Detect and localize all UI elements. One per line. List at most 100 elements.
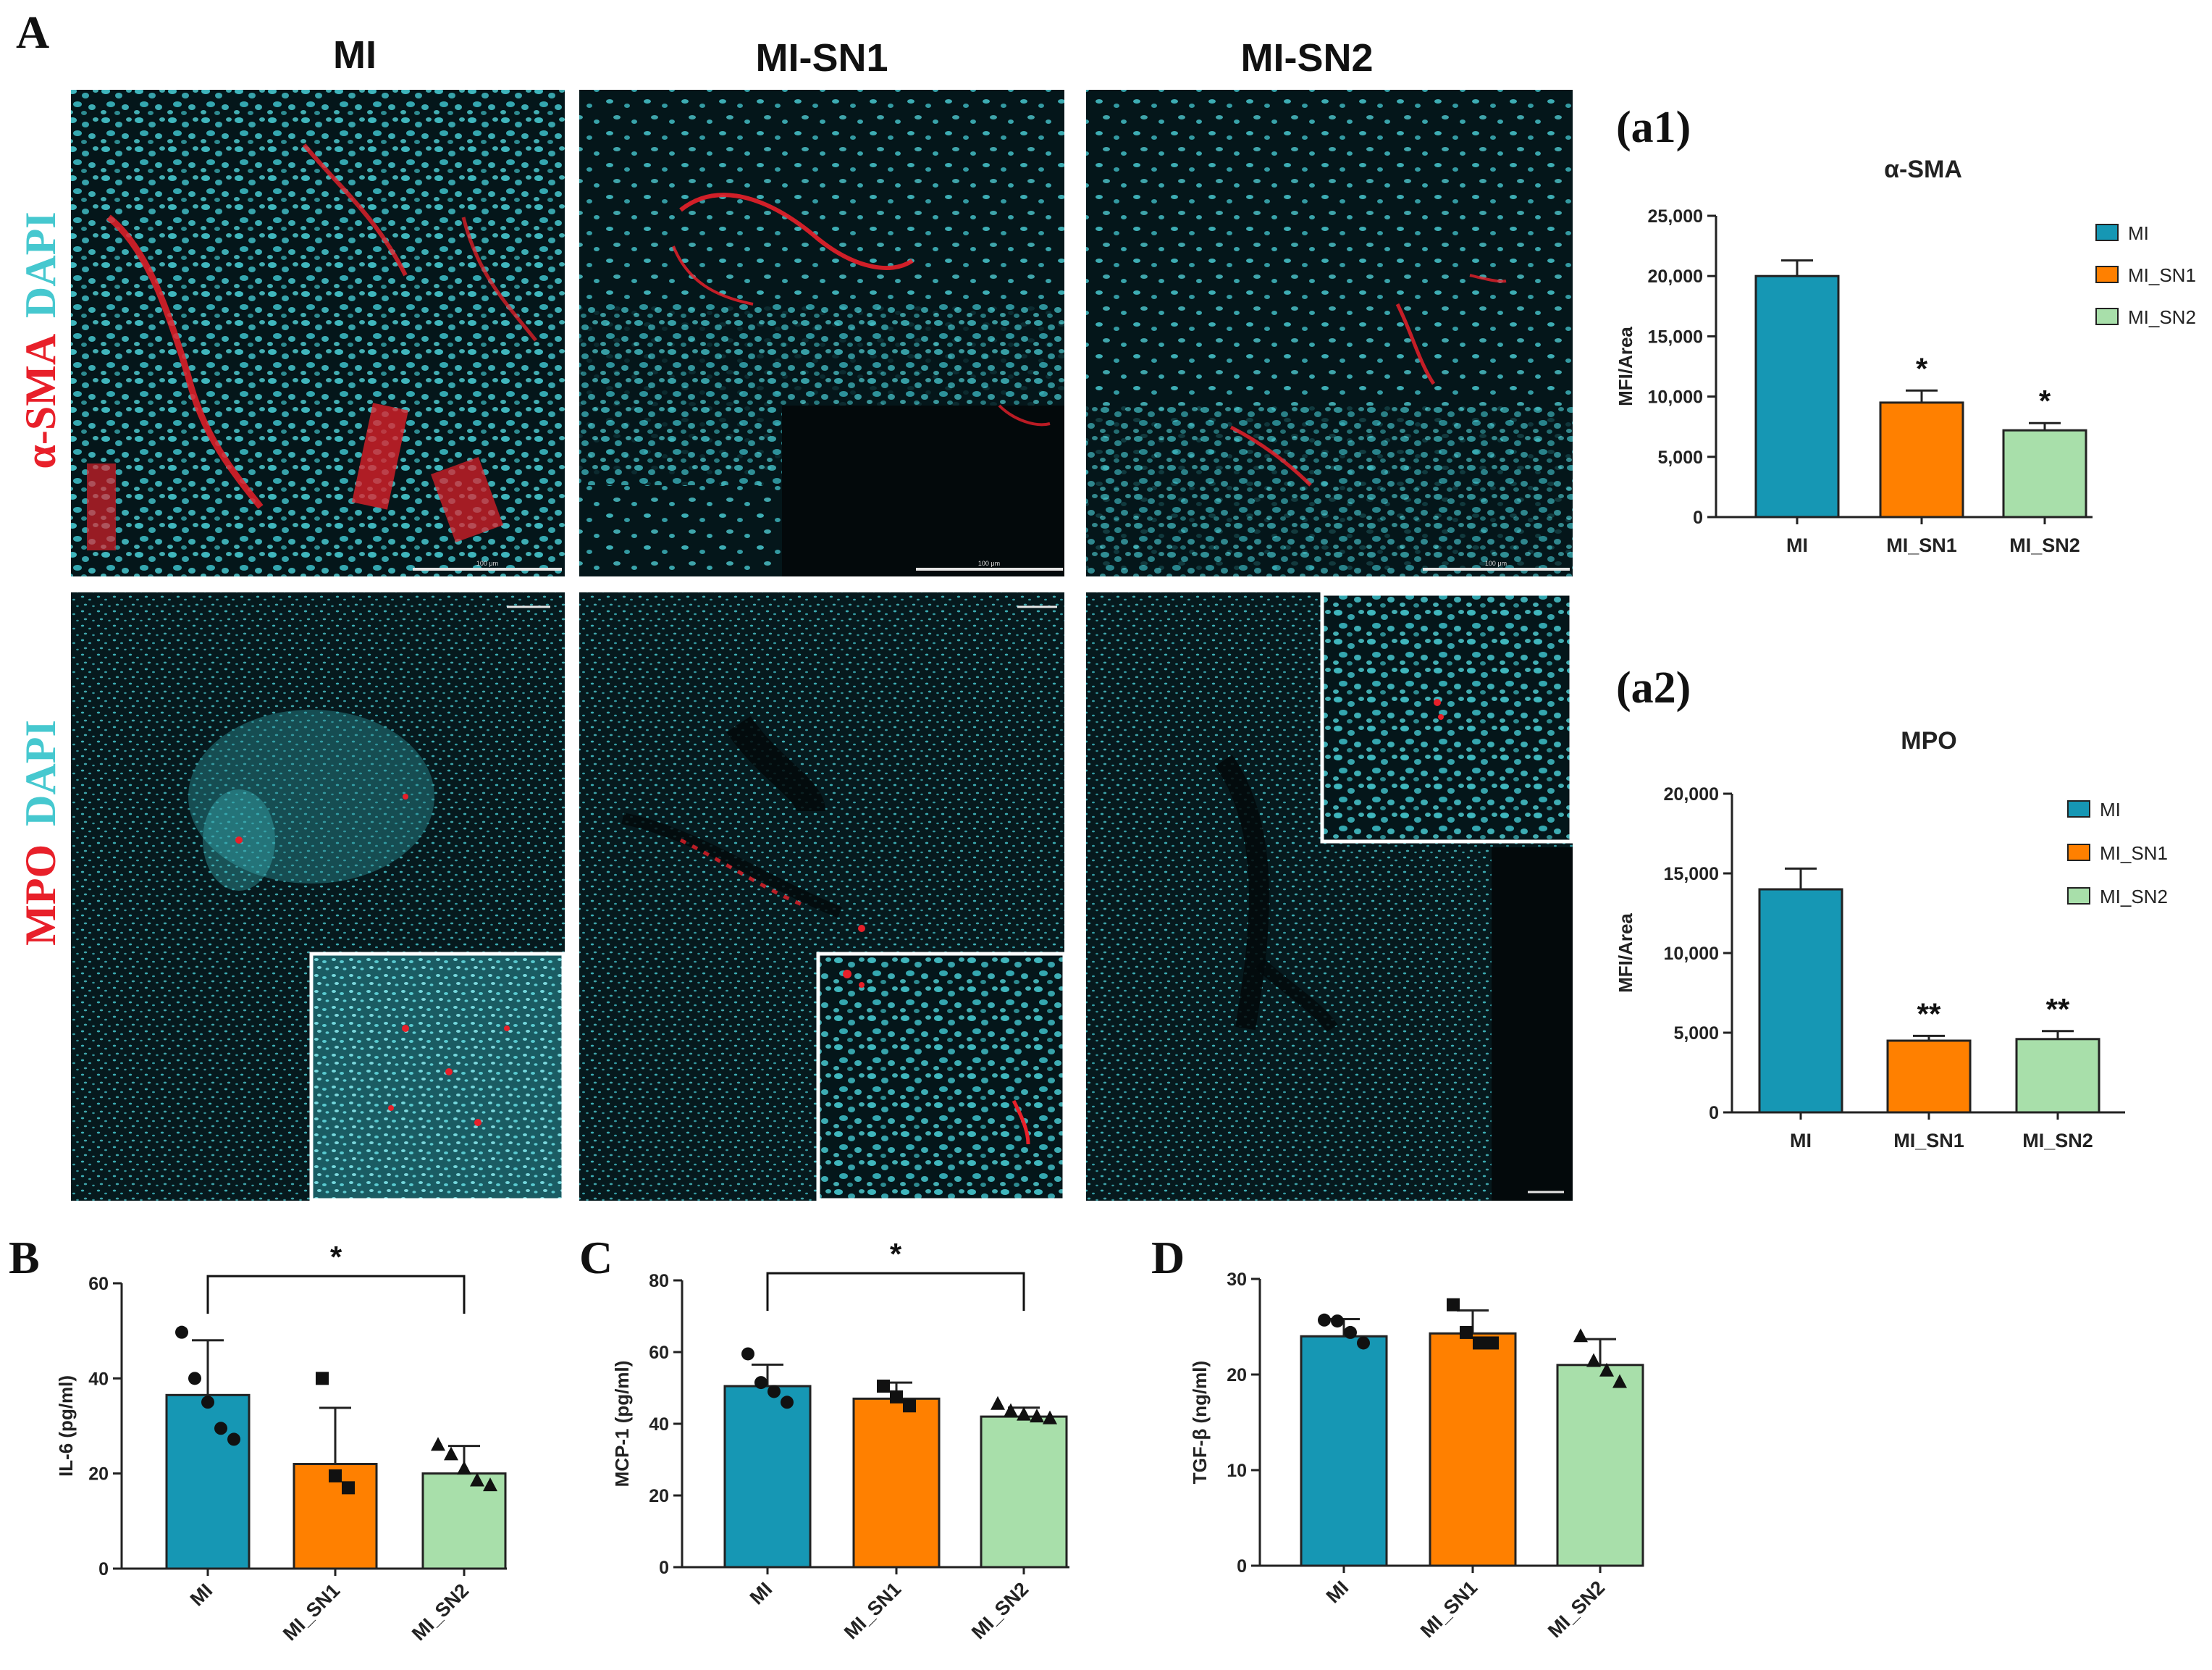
data-point-mi-sn1 <box>342 1481 355 1495</box>
data-point-mi-sn2 <box>483 1477 497 1492</box>
y-axis-label: TGF-β (ng/ml) <box>1189 1361 1211 1484</box>
data-point-mi-sn2 <box>1586 1353 1601 1367</box>
y-tick-label: 15,000 <box>1648 327 1703 347</box>
column-title-mi-sn2: MI-SN2 <box>1240 36 1373 80</box>
data-point-mi <box>781 1396 794 1409</box>
inset-mpo-mi <box>309 952 565 1202</box>
y-tick-label: 0 <box>1693 508 1703 528</box>
data-point-mi-sn2 <box>1599 1362 1614 1377</box>
data-point-mi <box>1357 1336 1370 1350</box>
micrograph-mpo-mi-sn2 <box>1086 592 1573 1201</box>
data-point-mi <box>768 1385 781 1398</box>
data-point-mi-sn1 <box>877 1380 890 1393</box>
legend-swatch <box>2095 308 2119 325</box>
x-category-label: MI_SN1 <box>1886 534 1957 556</box>
bar-mi <box>1754 274 1840 519</box>
y-tick-label: 60 <box>649 1343 669 1363</box>
bar-mi <box>723 1385 812 1569</box>
legend-swatch <box>2067 844 2090 861</box>
chart-tgfb: 0 10 20 30 TGF-β (ng/ml) MI MI_SN1 MI_SN2 <box>1189 1270 1644 1642</box>
panel-letter-a2: (a2) <box>1616 663 1691 713</box>
bar-mi-sn2 <box>2015 1038 2100 1114</box>
y-tick-label: 0 <box>1709 1103 1719 1123</box>
x-category-label: MI_SN2 <box>967 1578 1033 1643</box>
chart-title: MPO <box>1901 727 1956 755</box>
x-category-label: MI <box>1322 1577 1353 1607</box>
legend-label: MI_SN1 <box>2128 264 2196 286</box>
y-tick-label: 20,000 <box>1664 784 1719 805</box>
y-tick-label: 10 <box>1227 1461 1247 1481</box>
x-category-label: MI_SN1 <box>279 1579 344 1645</box>
y-tick-label: 0 <box>1237 1556 1247 1577</box>
data-point-mi <box>1318 1313 1331 1327</box>
y-tick-label: 80 <box>649 1271 669 1291</box>
data-point-mi-sn1 <box>903 1399 916 1413</box>
legend-label: MI_SN1 <box>2100 842 2168 864</box>
y-tick-label: 20 <box>1227 1365 1247 1385</box>
data-point-mi <box>1344 1325 1357 1339</box>
panel-letter-a: A <box>16 7 49 58</box>
panel-letter-c: C <box>579 1232 613 1283</box>
micrograph-asma-mi: 100 μm <box>71 90 565 576</box>
scale-bar-label: 100 μm <box>476 560 498 567</box>
micrograph-asma-mi-sn2: 100 μm <box>1086 90 1573 576</box>
bar-mi-sn1 <box>1879 401 1964 519</box>
y-tick-label: 20,000 <box>1648 267 1703 287</box>
data-point-mi-sn2 <box>470 1472 484 1487</box>
row-label-counterstain-dapi-2: DAPI <box>17 720 64 826</box>
data-point-mi <box>1331 1314 1344 1328</box>
data-point-mi-sn1 <box>329 1469 342 1482</box>
panel-letter-b: B <box>9 1232 40 1283</box>
y-tick-label: 25,000 <box>1648 206 1703 227</box>
x-category-label: MI_SN1 <box>1893 1130 1964 1151</box>
legend-swatch <box>2067 800 2090 818</box>
x-category-label: MI <box>186 1579 216 1610</box>
data-point-mi <box>214 1422 227 1435</box>
y-tick-label: 10,000 <box>1648 387 1703 408</box>
legend-label: MI <box>2100 799 2121 821</box>
data-point-mi <box>201 1396 214 1409</box>
comparison-significance: * <box>330 1240 342 1274</box>
chart-title: α-SMA <box>1884 156 1962 183</box>
bar-mi <box>1300 1335 1388 1567</box>
svg-text:MPO DAPI: MPO DAPI <box>17 720 64 946</box>
legend-swatch <box>2067 887 2090 905</box>
y-tick-label: 10,000 <box>1664 944 1719 964</box>
bar-mi-sn2 <box>1556 1364 1644 1567</box>
data-point-mi <box>227 1432 240 1446</box>
legend-swatch <box>2095 266 2119 283</box>
row-label-marker-mpo: MPO <box>17 844 64 946</box>
svg-text:α-SMA DAPI: α-SMA DAPI <box>17 211 64 469</box>
data-point-mi-sn1 <box>1447 1298 1460 1312</box>
bar-mi <box>1758 888 1843 1114</box>
scale-bar-label: 100 μm <box>1485 560 1507 567</box>
chart-mpo: MPO 0 5,000 10,000 15,000 20,000 MFI/Area MI MI_… <box>1615 727 2168 1151</box>
y-tick-label: 30 <box>1227 1270 1247 1290</box>
legend-label: MI_SN2 <box>2100 886 2168 907</box>
row-label-marker-alpha-sma: α-SMA <box>17 334 64 469</box>
data-point-mi-sn1 <box>316 1372 329 1385</box>
legend-swatch <box>2095 224 2119 241</box>
x-category-label: MI_SN2 <box>1544 1577 1609 1642</box>
y-axis-label: MFI/Area <box>1615 913 1636 993</box>
data-point-mi-sn1 <box>890 1390 903 1403</box>
data-point-mi-sn2 <box>1043 1410 1057 1424</box>
chart-alpha-sma: α-SMA 0 5,000 10,000 15,000 20,000 25,000 MFI/A… <box>1615 156 2196 556</box>
data-point-mi-sn2 <box>1612 1374 1627 1388</box>
inset-mpo-mi-sn1 <box>816 952 1067 1202</box>
x-category-label: MI <box>1786 534 1808 556</box>
chart-il6: 0 20 40 60 IL-6 (pg/ml) MI MI_SN1 MI_SN2 * <box>55 1240 507 1645</box>
data-point-mi <box>175 1325 188 1339</box>
comparison-significance: * <box>890 1237 902 1271</box>
column-title-mi: MI <box>333 33 377 77</box>
comparison-bracket <box>766 1272 1025 1312</box>
legend-label: MI_SN2 <box>2128 306 2196 328</box>
y-axis-label: MCP-1 (pg/ml) <box>611 1361 633 1488</box>
panel-letter-d: D <box>1151 1232 1185 1283</box>
data-point-mi-sn2 <box>1573 1328 1588 1343</box>
data-point-mi-sn1 <box>1486 1336 1499 1350</box>
y-tick-label: 0 <box>659 1558 669 1578</box>
data-point-mi-sn2 <box>457 1461 471 1475</box>
x-category-label: MI_SN1 <box>840 1578 905 1643</box>
